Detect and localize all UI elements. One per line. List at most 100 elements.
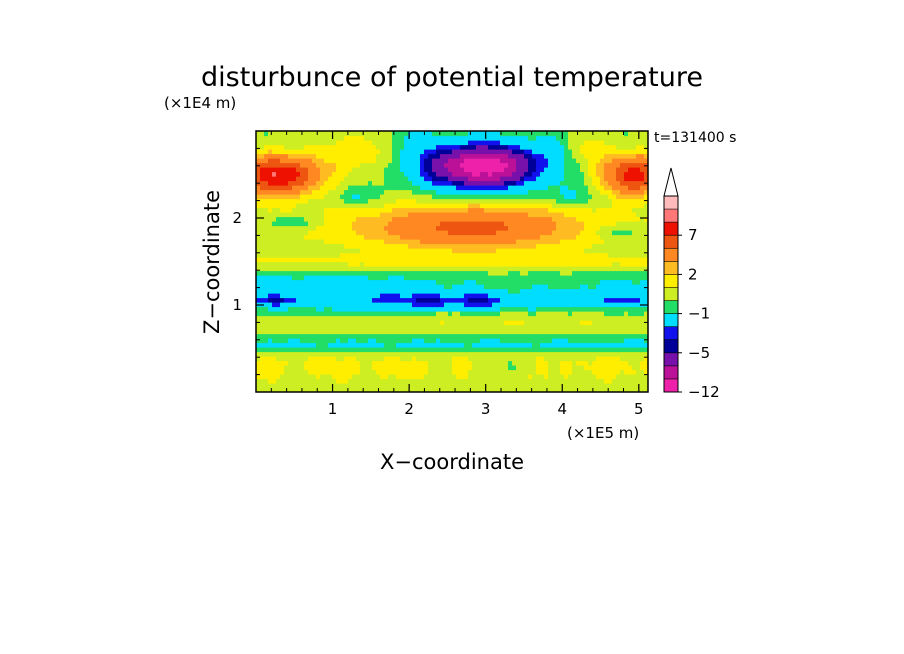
contour-cell bbox=[532, 171, 537, 177]
contour-cell bbox=[628, 297, 633, 303]
contour-cell bbox=[344, 333, 349, 339]
contour-cell bbox=[440, 234, 445, 240]
contour-cell bbox=[276, 275, 281, 281]
contour-cell bbox=[520, 311, 525, 317]
contour-cell bbox=[316, 297, 321, 303]
contour-cell bbox=[388, 225, 393, 231]
contour-cell bbox=[368, 320, 373, 326]
contour-cell bbox=[416, 311, 421, 317]
contour-cell bbox=[520, 239, 525, 245]
contour-cell bbox=[412, 288, 417, 294]
contour-cell bbox=[368, 342, 373, 348]
contour-cell bbox=[344, 378, 349, 384]
contour-cell bbox=[344, 221, 349, 227]
contour-cell bbox=[260, 324, 265, 330]
contour-cell bbox=[256, 171, 261, 177]
contour-cell bbox=[436, 369, 441, 375]
contour-cell bbox=[620, 221, 625, 227]
contour-cell bbox=[504, 356, 509, 362]
contour-cell bbox=[604, 275, 609, 281]
contour-cell bbox=[392, 374, 397, 380]
contour-cell bbox=[416, 302, 421, 308]
contour-cell bbox=[612, 167, 617, 173]
contour-cell bbox=[448, 212, 453, 218]
contour-cell bbox=[284, 212, 289, 218]
contour-cell bbox=[276, 257, 281, 263]
contour-cell bbox=[440, 315, 445, 321]
contour-cell bbox=[444, 257, 449, 263]
contour-cell bbox=[508, 221, 513, 227]
contour-cell bbox=[296, 365, 301, 371]
contour-cell bbox=[508, 230, 513, 236]
contour-cell bbox=[388, 288, 393, 294]
contour-cell bbox=[432, 171, 437, 177]
contour-cell bbox=[372, 243, 377, 249]
contour-cell bbox=[360, 189, 365, 195]
contour-cell bbox=[444, 356, 449, 362]
contour-cell bbox=[372, 162, 377, 168]
contour-cell bbox=[400, 378, 405, 384]
contour-cell bbox=[496, 270, 501, 276]
contour-cell bbox=[272, 248, 277, 254]
contour-cell bbox=[524, 225, 529, 231]
contour-cell bbox=[572, 351, 577, 357]
contour-cell bbox=[600, 162, 605, 168]
contour-cell bbox=[472, 324, 477, 330]
contour-cell bbox=[436, 189, 441, 195]
contour-cell bbox=[560, 324, 565, 330]
contour-cell bbox=[516, 234, 521, 240]
contour-cell bbox=[596, 189, 601, 195]
contour-cell bbox=[408, 306, 413, 312]
contour-cell bbox=[348, 338, 353, 344]
contour-cell bbox=[644, 311, 648, 317]
contour-cell bbox=[548, 275, 553, 281]
contour-cell bbox=[352, 162, 357, 168]
contour-cell bbox=[280, 324, 285, 330]
contour-cell bbox=[416, 293, 421, 299]
contour-cell bbox=[352, 288, 357, 294]
contour-cell bbox=[540, 167, 545, 173]
contour-cell bbox=[344, 275, 349, 281]
contour-cell bbox=[528, 176, 533, 182]
contour-cell bbox=[520, 279, 525, 285]
contour-cell bbox=[572, 360, 577, 366]
contour-cell bbox=[540, 203, 545, 209]
contour-cell bbox=[636, 288, 641, 294]
contour-cell bbox=[604, 189, 609, 195]
contour-cell bbox=[620, 257, 625, 263]
contour-cell bbox=[532, 383, 537, 389]
contour-cell bbox=[616, 248, 621, 254]
contour-cell bbox=[588, 221, 593, 227]
contour-cell bbox=[556, 185, 561, 191]
contour-cell bbox=[272, 320, 277, 326]
contour-cell bbox=[304, 171, 309, 177]
contour-cell bbox=[432, 320, 437, 326]
contour-cell bbox=[396, 387, 401, 392]
contour-cell bbox=[504, 252, 509, 258]
contour-cell bbox=[600, 234, 605, 240]
contour-cell bbox=[268, 162, 273, 168]
contour-cell bbox=[524, 167, 529, 173]
contour-cell bbox=[444, 248, 449, 254]
contour-cell bbox=[316, 351, 321, 357]
contour-cell bbox=[636, 216, 641, 222]
contour-cell bbox=[352, 374, 357, 380]
contour-cell bbox=[328, 180, 333, 186]
contour-cell bbox=[588, 203, 593, 209]
contour-cell bbox=[436, 311, 441, 317]
contour-cell bbox=[600, 252, 605, 258]
contour-cell bbox=[576, 185, 581, 191]
contour-cell bbox=[368, 207, 373, 213]
contour-cell bbox=[316, 315, 321, 321]
contour-cell bbox=[356, 189, 361, 195]
contour-cell bbox=[508, 212, 513, 218]
contour-cell bbox=[296, 315, 301, 321]
contour-cell bbox=[640, 185, 645, 191]
contour-cell bbox=[572, 356, 577, 362]
contour-cell bbox=[348, 252, 353, 258]
contour-cell bbox=[264, 257, 269, 263]
contour-cell bbox=[400, 284, 405, 290]
contour-cell bbox=[380, 360, 385, 366]
contour-cell bbox=[260, 351, 265, 357]
contour-cell bbox=[560, 248, 565, 254]
